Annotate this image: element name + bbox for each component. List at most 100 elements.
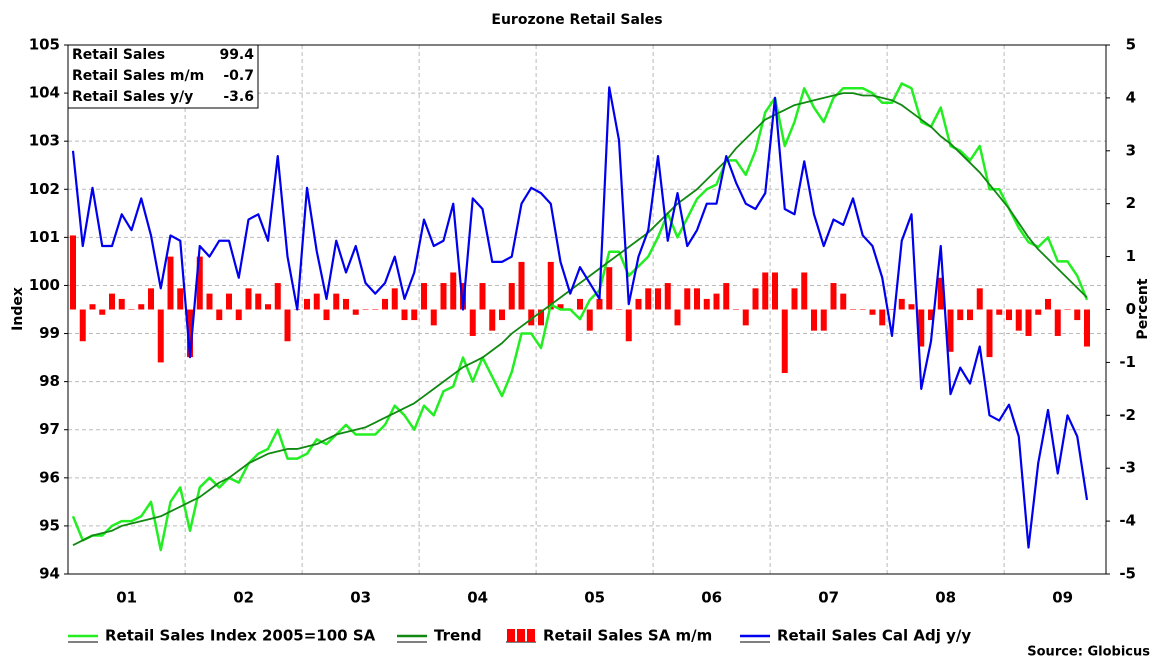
legend-label: Retail Sales Index 2005=100 SA — [105, 627, 376, 645]
bar — [664, 283, 671, 310]
info-box — [67, 44, 259, 109]
bar — [976, 288, 983, 310]
bar — [635, 298, 642, 310]
bar — [187, 309, 193, 358]
bar — [723, 283, 730, 310]
y2-tick-label: -2 — [1119, 406, 1136, 424]
bar — [577, 298, 583, 310]
bar — [957, 309, 964, 321]
info-value: -0.7 — [223, 68, 254, 84]
bar — [304, 298, 310, 310]
bar — [801, 272, 808, 310]
bar — [898, 298, 905, 310]
y2-tick-label: 4 — [1126, 88, 1136, 106]
bar — [752, 288, 759, 310]
bar — [128, 309, 135, 310]
bar — [908, 304, 915, 310]
info-value: 99.4 — [219, 47, 254, 63]
bar — [694, 288, 700, 310]
bar — [557, 304, 564, 310]
y2-axis-label: Percent — [1135, 278, 1151, 339]
legend-swatch — [527, 629, 535, 642]
bar — [148, 288, 154, 310]
bar — [1054, 309, 1061, 336]
bar — [333, 293, 340, 310]
bar — [157, 309, 164, 363]
bar — [655, 288, 661, 310]
x-tick-label: 01 — [116, 589, 137, 607]
bar — [411, 309, 418, 321]
y-tick-label: 94 — [39, 565, 60, 583]
bar — [489, 309, 496, 331]
bar — [947, 309, 954, 352]
bar — [850, 309, 856, 310]
bar — [226, 293, 232, 310]
bar — [1084, 309, 1090, 347]
legend-label: Retail Sales Cal Adj y/y — [777, 627, 971, 645]
bar — [508, 283, 515, 310]
bar — [70, 235, 76, 310]
bar — [274, 283, 281, 310]
info-label: Retail Sales y/y — [72, 89, 193, 105]
y-tick-label: 100 — [29, 276, 60, 294]
line — [71, 86, 1089, 549]
bar — [206, 293, 213, 310]
bar — [89, 304, 96, 310]
bar — [937, 277, 944, 310]
bar — [79, 309, 86, 342]
bar — [430, 309, 437, 326]
bar — [996, 309, 1003, 315]
bar — [177, 288, 184, 310]
bar — [742, 309, 749, 326]
bar — [586, 309, 593, 331]
bar — [479, 283, 486, 310]
bar — [343, 298, 349, 310]
bar — [401, 309, 408, 321]
bar — [118, 298, 125, 310]
bar — [245, 288, 252, 310]
bar — [879, 309, 886, 326]
bar — [820, 309, 827, 331]
chart-title: Eurozone Retail Sales — [491, 12, 662, 28]
bar — [645, 288, 652, 310]
y2-tick-label: -3 — [1119, 459, 1136, 477]
x-tick-label: 05 — [584, 589, 605, 607]
bar — [1006, 309, 1012, 321]
y-tick-label: 95 — [39, 516, 60, 534]
bar — [372, 309, 379, 310]
x-tick-label: 08 — [935, 589, 956, 607]
bar — [352, 309, 359, 315]
bar — [840, 293, 847, 310]
bar — [830, 283, 837, 310]
bar — [138, 304, 145, 310]
bar — [1025, 309, 1032, 336]
bar — [733, 309, 739, 310]
y2-tick-label: 0 — [1126, 300, 1136, 318]
bar — [625, 309, 632, 342]
x-tick-label: 03 — [350, 589, 371, 607]
bar — [391, 288, 398, 310]
bar — [362, 309, 369, 310]
y2-tick-label: 5 — [1126, 36, 1136, 54]
bar — [703, 298, 710, 310]
y2-tick-label: 3 — [1126, 141, 1136, 159]
bar — [499, 309, 505, 321]
bar — [255, 293, 262, 310]
bar — [1045, 298, 1051, 310]
bar — [616, 309, 622, 310]
x-tick-label: 04 — [467, 589, 488, 607]
x-tick-label: 09 — [1052, 589, 1073, 607]
bar — [889, 309, 895, 310]
bar — [762, 272, 769, 310]
bar — [684, 288, 691, 310]
bar — [781, 309, 788, 373]
info-label: Retail Sales m/m — [72, 68, 204, 84]
y-tick-label: 105 — [29, 36, 60, 54]
y2-tick-label: 2 — [1126, 194, 1136, 212]
y-tick-label: 97 — [39, 420, 60, 438]
bar — [196, 256, 203, 310]
bar — [528, 309, 535, 326]
bar — [440, 283, 447, 310]
bar — [772, 272, 778, 310]
plot-frame — [67, 44, 1107, 575]
